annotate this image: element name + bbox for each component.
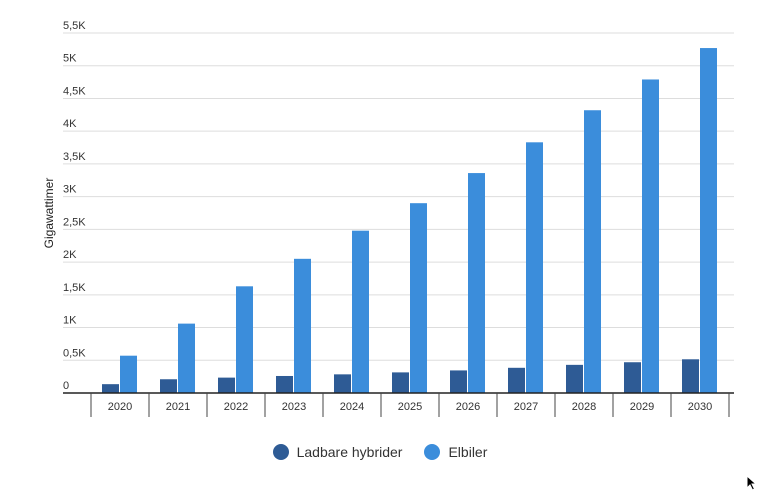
y-tick-label: 2K (63, 249, 77, 261)
x-tick-label: 2021 (166, 401, 190, 413)
y-tick-label: 0,5K (63, 347, 86, 359)
x-tick-label: 2030 (688, 401, 712, 413)
x-tick-label: 2029 (630, 401, 654, 413)
x-tick-label: 2028 (572, 401, 596, 413)
legend-item-ladbare-hybrider[interactable]: Ladbare hybrider (272, 444, 403, 460)
x-tick-label: 2025 (398, 401, 422, 413)
x-axis: 2020 2021 2022 2023 2024 2025 2026 2027 2028 2029… (63, 392, 734, 417)
y-axis-title: Gigawattimer (42, 178, 56, 249)
legend: Ladbare hybrider Elbiler (0, 440, 760, 464)
bar-elbiler-2027[interactable] (526, 142, 543, 393)
y-tick-label: 4,5K (63, 85, 86, 97)
bar-ladbare-hybrider-2020[interactable] (102, 384, 119, 393)
bars (102, 48, 717, 394)
bar-ladbare-hybrider-2024[interactable] (334, 374, 351, 393)
legend-swatch-ladbare-hybrider (272, 444, 289, 460)
x-tick-label: 2027 (514, 401, 538, 413)
y-tick-label: 1,5K (63, 282, 86, 294)
bar-elbiler-2024[interactable] (352, 230, 369, 393)
y-tick-label: 5K (63, 53, 77, 65)
bar-elbiler-2029[interactable] (642, 79, 659, 394)
bar-ladbare-hybrider-2022[interactable] (218, 377, 235, 393)
y-tick-label: 0 (63, 380, 69, 392)
bar-ladbare-hybrider-2028[interactable] (566, 364, 583, 393)
bar-ladbare-hybrider-2021[interactable] (160, 379, 177, 393)
bar-elbiler-2021[interactable] (178, 323, 195, 393)
legend-swatch-elbiler (424, 444, 441, 460)
legend-item-elbiler[interactable]: Elbiler (424, 444, 487, 460)
y-tick-label: 3,5K (63, 151, 86, 163)
bar-ladbare-hybrider-2023[interactable] (276, 375, 293, 393)
bar-elbiler-2028[interactable] (584, 110, 601, 394)
y-tick-label: 3K (63, 184, 77, 196)
bar-elbiler-2030[interactable] (700, 48, 717, 394)
x-tick-label: 2026 (456, 401, 480, 413)
legend-label-elbiler: Elbiler (448, 444, 488, 460)
bar-ladbare-hybrider-2029[interactable] (624, 362, 641, 393)
x-tick-label: 2023 (282, 401, 306, 413)
bar-ladbare-hybrider-2025[interactable] (392, 372, 409, 393)
y-axis-ticks: 0 0,5K 1K 1,5K 2K 2,5K 3K 3,5K 4K 4,5K 5K 5,5K (63, 20, 86, 392)
bar-elbiler-2023[interactable] (294, 258, 311, 393)
gridlines (63, 32, 734, 361)
y-tick-label: 4K (63, 118, 77, 130)
bar-elbiler-2020[interactable] (120, 355, 137, 393)
bar-chart: 0 0,5K 1K 1,5K 2K 2,5K 3K 3,5K 4K 4,5K 5K 5,5K 2020… (42, 20, 734, 417)
x-tick-label: 2024 (340, 401, 364, 413)
x-tick-label: 2022 (224, 401, 248, 413)
bar-ladbare-hybrider-2030[interactable] (682, 359, 699, 393)
bar-elbiler-2026[interactable] (468, 173, 485, 393)
bar-elbiler-2022[interactable] (236, 286, 253, 393)
y-tick-label: 5,5K (63, 20, 86, 32)
y-tick-label: 2,5K (63, 216, 86, 228)
bar-ladbare-hybrider-2027[interactable] (508, 367, 525, 393)
legend-label-ladbare-hybrider: Ladbare hybrider (296, 444, 403, 460)
bar-ladbare-hybrider-2026[interactable] (450, 370, 467, 393)
x-tick-label: 2020 (108, 401, 132, 413)
bar-elbiler-2025[interactable] (410, 203, 427, 393)
y-tick-label: 1K (63, 315, 77, 327)
